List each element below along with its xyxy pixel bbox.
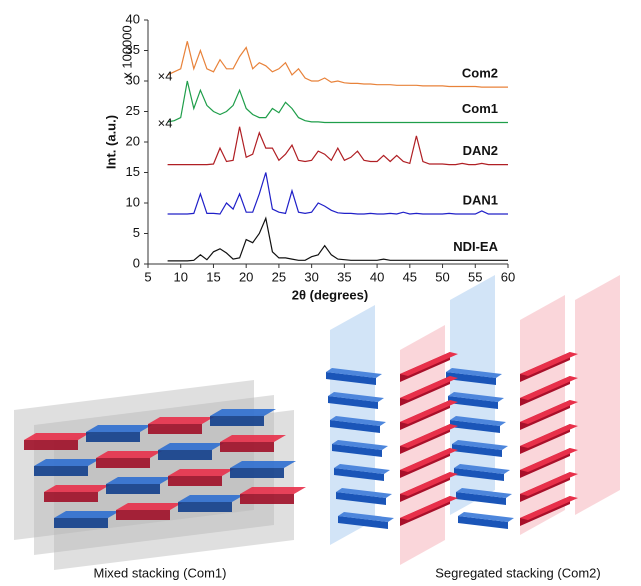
shape	[158, 450, 212, 460]
y-tick-label: 30	[126, 72, 140, 87]
shape	[44, 492, 98, 502]
series-label: Com2	[462, 66, 498, 81]
caption: Mixed stacking (Com1)	[94, 565, 227, 580]
series-line	[168, 81, 508, 123]
shape	[220, 442, 274, 452]
x-tick-label: 25	[272, 269, 286, 284]
series-label: DAN2	[463, 143, 498, 158]
annotation: ×4	[158, 115, 173, 130]
shape	[106, 484, 160, 494]
x-tick-label: 35	[337, 269, 351, 284]
shape	[116, 510, 170, 520]
shape	[168, 476, 222, 486]
shape	[210, 416, 264, 426]
y-tick-label: 40	[126, 11, 140, 26]
series-line	[168, 127, 508, 165]
y-tick-label: 5	[133, 225, 140, 240]
shape	[54, 518, 108, 528]
caption: Segregated stacking (Com2)	[435, 565, 600, 580]
x-tick-label: 30	[304, 269, 318, 284]
y-tick-label: 10	[126, 194, 140, 209]
x-tick-label: 50	[435, 269, 449, 284]
x-tick-label: 10	[173, 269, 187, 284]
shape	[148, 424, 202, 434]
y-tick-label: 25	[126, 103, 140, 118]
y-tick-label: 15	[126, 164, 140, 179]
x-tick-label: 5	[144, 269, 151, 284]
series-line	[168, 41, 508, 87]
shape	[178, 502, 232, 512]
annotation: ×4	[158, 68, 173, 83]
y-tick-label: 20	[126, 133, 140, 148]
x-tick-label: 55	[468, 269, 482, 284]
x-axis-label: 2θ (degrees)	[292, 287, 368, 302]
shape	[575, 275, 620, 515]
series-label: NDI-EA	[453, 239, 498, 254]
shape	[24, 440, 78, 450]
shape	[96, 458, 150, 468]
series-label: Com1	[462, 101, 498, 116]
figure: Int. (a.u.) x 100000 2θ (degrees) Mixed …	[0, 0, 641, 586]
x-tick-label: 60	[501, 269, 515, 284]
shape	[34, 466, 88, 476]
x-tick-label: 15	[206, 269, 220, 284]
y-tick-label: 35	[126, 42, 140, 57]
series-label: DAN1	[463, 192, 498, 207]
x-tick-label: 20	[239, 269, 253, 284]
shape	[240, 494, 294, 504]
y-axis-label: Int. (a.u.)	[103, 115, 118, 169]
x-tick-label: 45	[403, 269, 417, 284]
stacking-diagrams	[14, 275, 620, 570]
shape	[230, 468, 284, 478]
series-line	[168, 173, 508, 215]
y-tick-label: 0	[133, 255, 140, 270]
shape	[86, 432, 140, 442]
x-tick-label: 40	[370, 269, 384, 284]
